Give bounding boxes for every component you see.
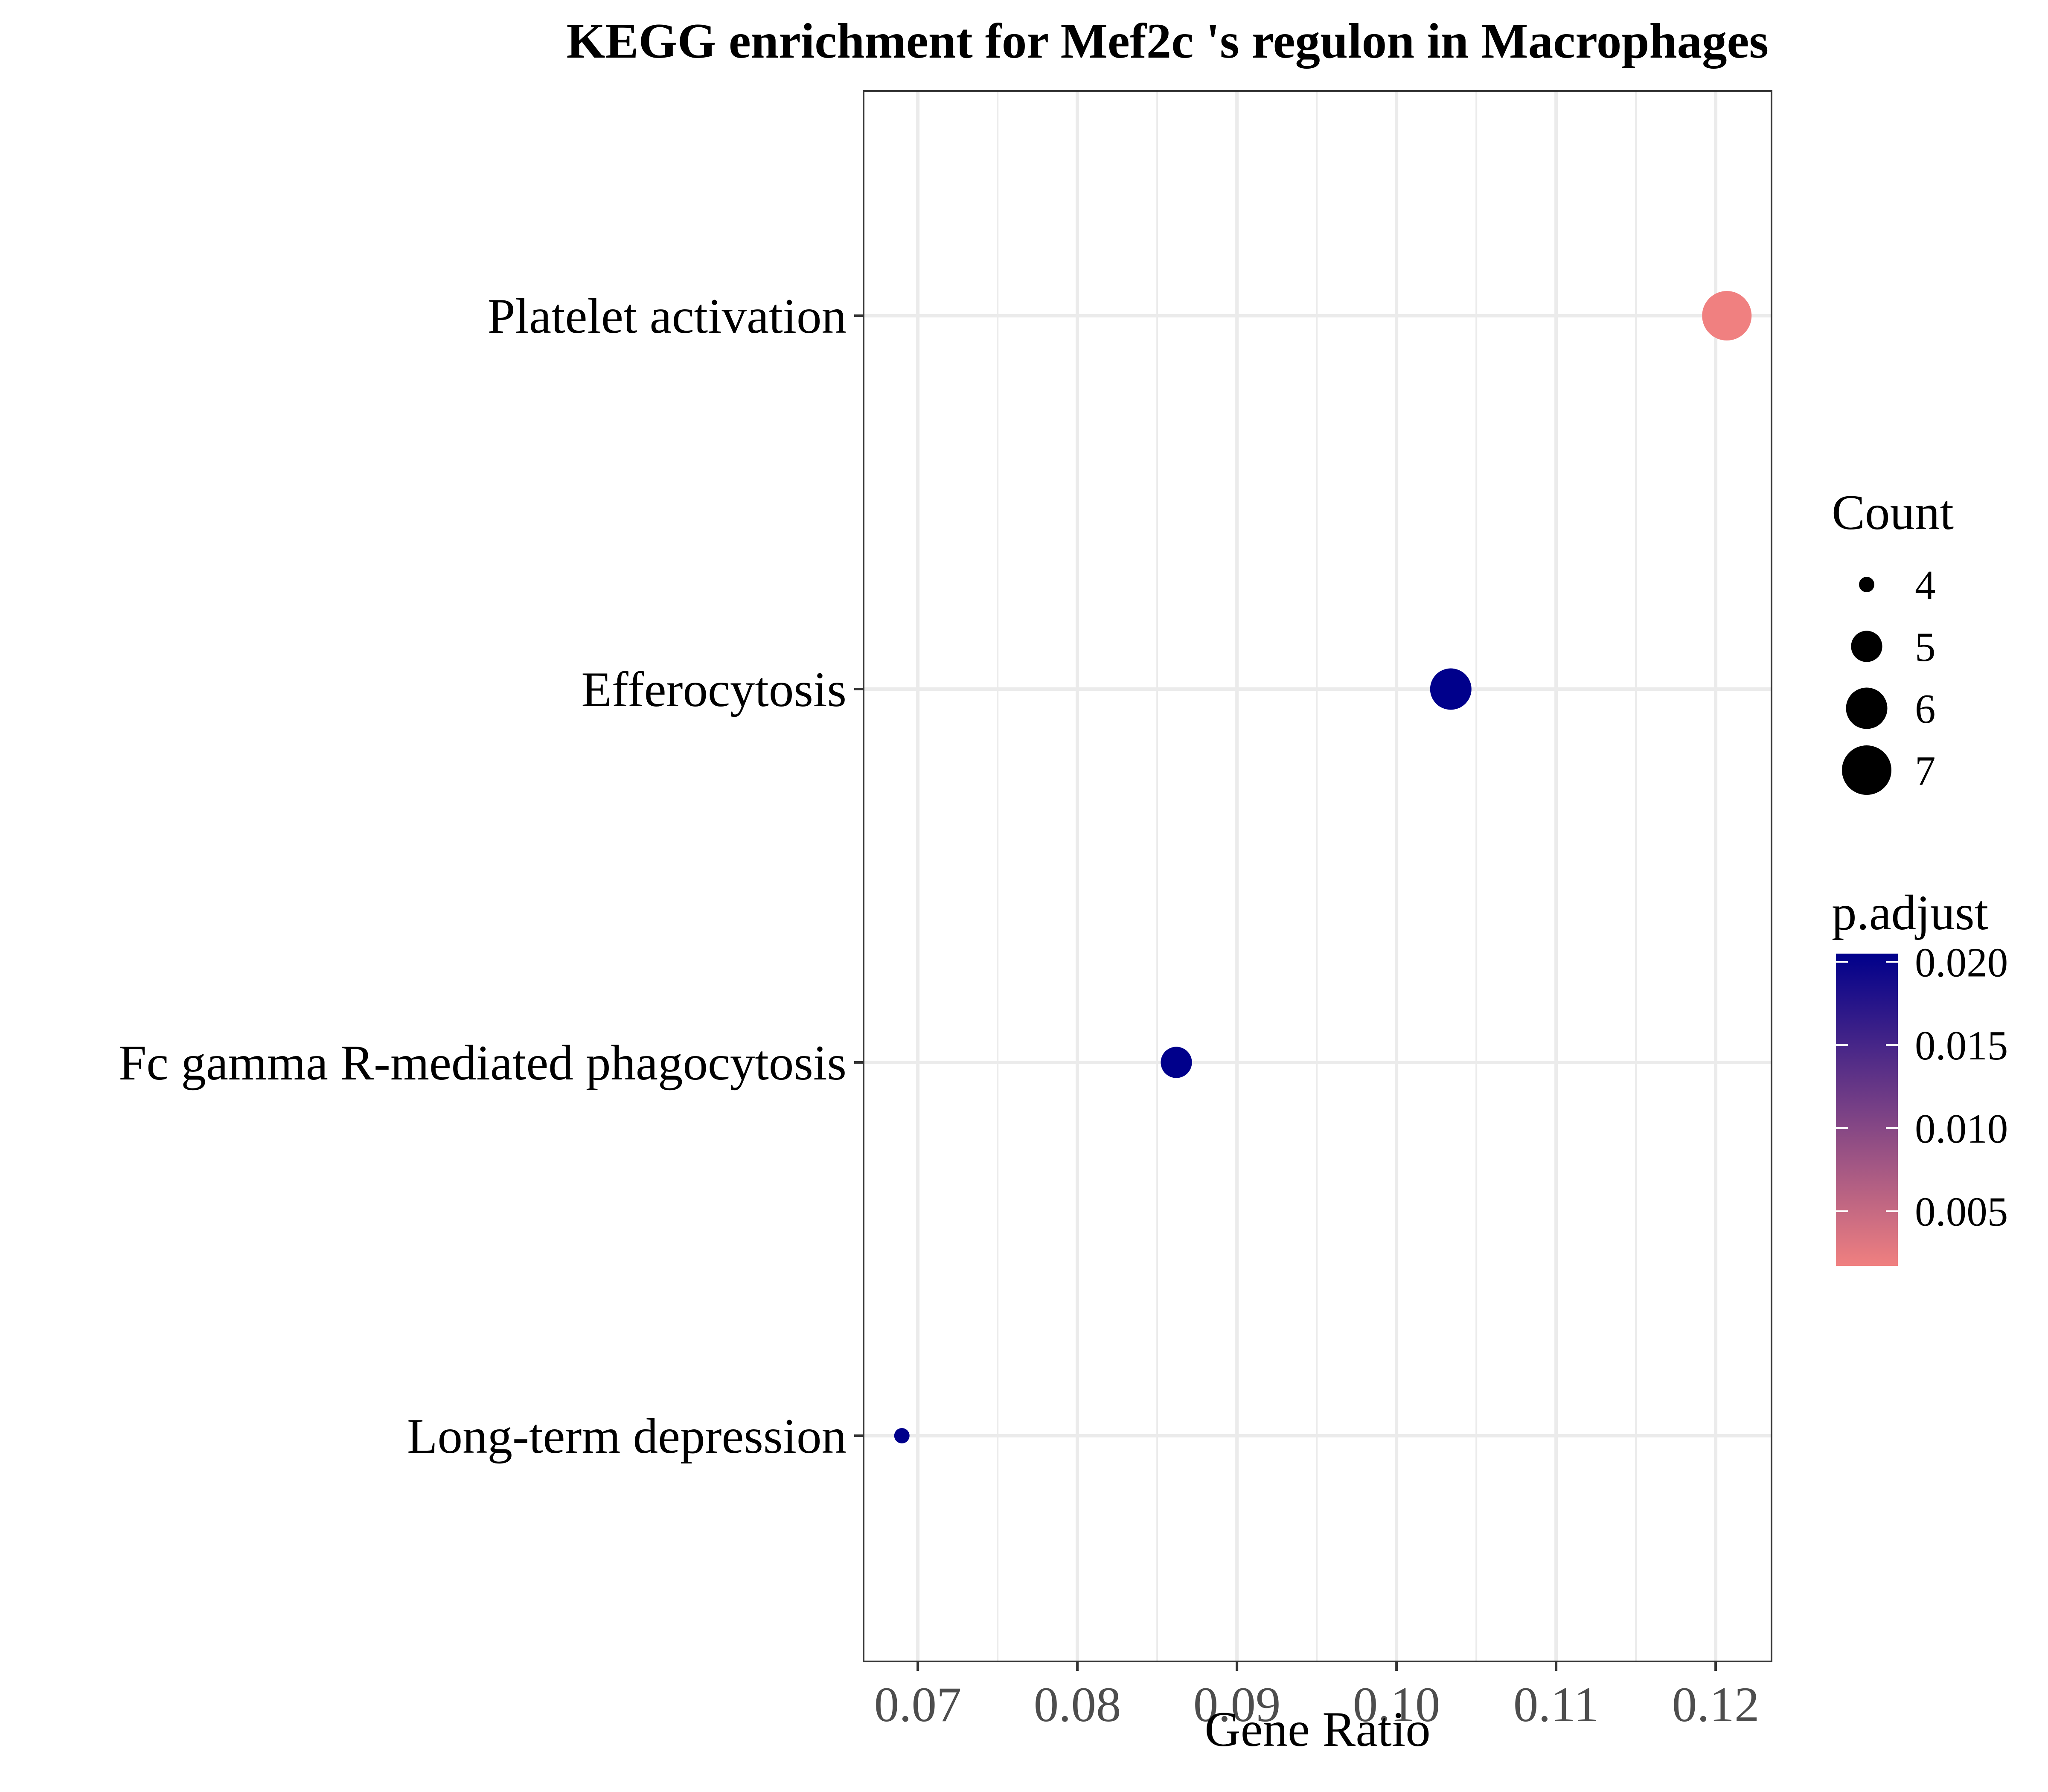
size-legend: Count 4 5 6 7	[1832, 485, 1954, 795]
data-point	[894, 1428, 910, 1443]
data-point	[1702, 291, 1752, 340]
y-tick-label: Efferocytosis	[581, 662, 847, 717]
x-tick-label: 0.07	[874, 1677, 962, 1732]
x-tick-label: 0.08	[1034, 1677, 1121, 1732]
major-gridlines-y	[864, 314, 1772, 1437]
x-tick-label: 0.11	[1513, 1677, 1599, 1732]
chart-title: KEGG enrichment for Mef2c 's regulon in …	[567, 14, 1769, 69]
size-legend-key	[1842, 745, 1891, 795]
data-point	[1161, 1047, 1192, 1078]
size-legend-label: 5	[1915, 624, 1936, 670]
size-legend-label: 7	[1915, 748, 1936, 794]
minor-gridlines	[997, 91, 1637, 1661]
x-tick-label: 0.09	[1193, 1677, 1281, 1732]
plot-border	[863, 90, 1772, 1662]
x-axis-label: Gene Ratio	[1204, 1702, 1431, 1757]
size-legend-title: Count	[1832, 485, 1954, 540]
size-legend-label: 6	[1915, 686, 1936, 732]
major-gridlines-x	[916, 91, 1718, 1661]
colorbar-tick-label: 0.020	[1915, 940, 2008, 985]
y-axis: Platelet activation Efferocytosis Fc gamma…	[119, 289, 864, 1464]
colorbar	[1836, 954, 1898, 1266]
size-legend-key	[1846, 687, 1888, 729]
size-legend-key	[1859, 577, 1874, 592]
y-tick-label: Long-term depression	[407, 1409, 847, 1464]
size-legend-label: 4	[1915, 562, 1936, 608]
y-tick-label: Fc gamma R-mediated phagocytosis	[119, 1036, 847, 1091]
data-points	[894, 291, 1752, 1443]
colorbar-tick-label: 0.005	[1915, 1189, 2008, 1235]
x-tick-label: 0.10	[1353, 1677, 1440, 1732]
colorbar-tick-label: 0.010	[1915, 1106, 2008, 1152]
color-legend: p.adjust 0.005 0.010 0.015 0.020	[1832, 885, 2008, 1266]
size-legend-items: 4 5 6 7	[1842, 562, 1936, 795]
y-tick-label: Platelet activation	[488, 289, 847, 344]
x-axis: 0.07 0.08 0.09 0.10 0.11 0.12	[874, 1661, 1760, 1732]
data-point	[1430, 668, 1472, 710]
size-legend-key	[1851, 631, 1882, 662]
colorbar-tick-label: 0.015	[1915, 1023, 2008, 1068]
colorbar-ticks: 0.005 0.010 0.015 0.020	[1836, 940, 2008, 1235]
color-legend-title: p.adjust	[1832, 885, 1988, 940]
x-tick-label: 0.12	[1672, 1677, 1760, 1732]
